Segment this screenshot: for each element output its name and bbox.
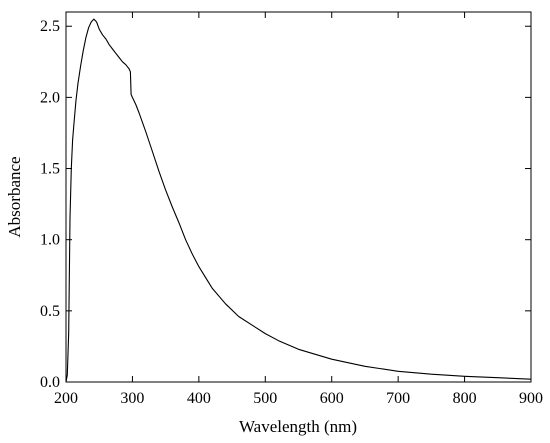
x-tick-label: 600 (320, 390, 344, 407)
x-tick-label: 500 (253, 390, 277, 407)
x-tick-label: 900 (519, 390, 543, 407)
x-axis-ticks: 200 300 400 500 600 700 800 900 (54, 12, 543, 407)
y-tick-label: 0.5 (40, 303, 60, 320)
y-tick-label: 1.5 (40, 161, 60, 178)
plot-frame (65, 11, 532, 383)
x-axis-label: Wavelength (nm) (239, 417, 357, 436)
absorbance-line (65, 18, 532, 383)
y-tick-label: 0.0 (40, 374, 60, 391)
y-axis-label: Absorbance (5, 156, 24, 237)
data-lines (65, 18, 532, 383)
y-tick-label: 2.0 (40, 89, 60, 106)
y-axis-ticks: 0.0 0.5 1.0 1.5 2.0 2.5 (40, 18, 531, 391)
x-tick-label: 800 (453, 390, 477, 407)
y-tick-label: 1.0 (40, 232, 60, 249)
x-tick-label: 200 (54, 390, 78, 407)
x-tick-label: 400 (187, 390, 211, 407)
y-tick-label: 2.5 (40, 18, 60, 35)
x-tick-label: 700 (386, 390, 410, 407)
x-tick-label: 300 (120, 390, 144, 407)
